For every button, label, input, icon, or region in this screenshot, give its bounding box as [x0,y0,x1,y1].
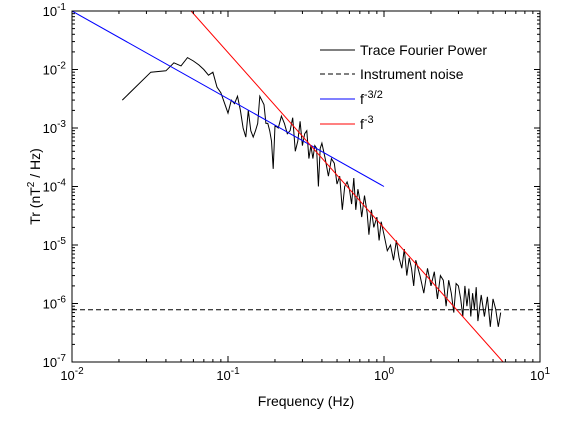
y-axis: 10-7 10-6 10-5 10-4 10-3 10-2 10-1 [43,2,540,370]
y-tick-label: 10-3 [43,119,67,136]
legend-label-noise: Instrument noise [360,66,464,82]
x-axis-label: Frequency (Hz) [258,393,354,409]
legend: Trace Fourier Power Instrument noise f-3… [320,42,487,132]
y-tick-label: 10-4 [43,178,67,195]
x-tick-label: 101 [530,366,550,383]
y-tick-label: 10-7 [43,353,67,370]
x-tick-label: 10-1 [216,366,240,383]
legend-label-f-3-2: f-3/2 [360,89,383,107]
legend-label-f-3: f-3 [360,114,374,132]
y-tick-label: 10-6 [43,295,67,312]
plot-lines [72,11,540,362]
series-f-3-2 [72,11,385,187]
series-f-3 [190,11,504,362]
y-tick-label: 10-5 [43,236,67,253]
series-trace-fourier-power [121,56,502,327]
legend-label-trace: Trace Fourier Power [360,42,487,58]
x-tick-label: 100 [374,366,394,383]
x-axis: 10-2 10-1 100 101 [60,11,550,383]
y-tick-label: 10-2 [43,61,67,78]
x-tick-label: 10-2 [60,366,84,383]
y-tick-label: 10-1 [43,2,67,19]
y-axis-label: Tr (nT2 / Hz) [26,148,43,225]
